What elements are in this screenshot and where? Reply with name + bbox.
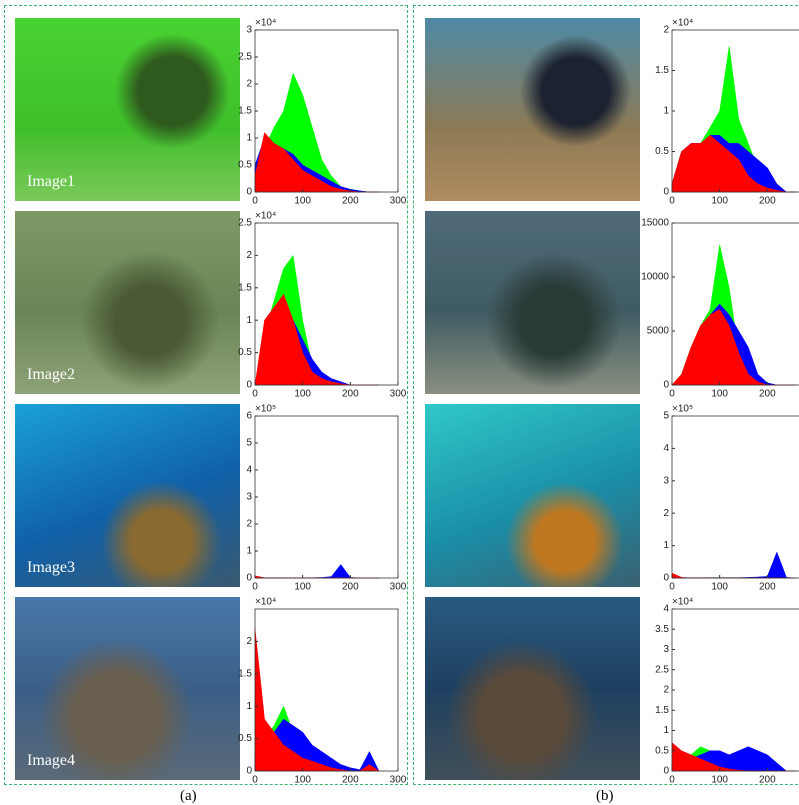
y-tick-label: 2	[246, 79, 252, 90]
x-tick-label: 200	[759, 389, 776, 400]
y-scale-label: ×10⁴	[672, 18, 693, 29]
y-tick-label: 1.5	[238, 106, 252, 117]
y-tick-label: 3	[246, 25, 252, 36]
y-tick-label: 1	[246, 546, 252, 557]
y-tick-label: 4	[246, 465, 252, 476]
plot-area	[672, 609, 799, 771]
y-tick-label: 1.5	[655, 705, 669, 716]
y-tick-label: 2	[663, 685, 669, 696]
x-tick-label: 300	[390, 775, 407, 786]
y-tick-label: 3	[246, 492, 252, 503]
y-tick-label: 1	[663, 725, 669, 736]
y-scale-label: ×10⁵	[255, 404, 276, 415]
x-tick-label: 200	[759, 582, 776, 593]
x-tick-label: 100	[711, 775, 728, 786]
x-tick-label: 0	[669, 582, 675, 593]
y-scale-label: ×10⁵	[672, 404, 693, 415]
y-tick-label: 5	[246, 438, 252, 449]
x-tick-label: 200	[342, 775, 359, 786]
y-tick-label: 0.5	[655, 146, 669, 157]
y-tick-label: 2	[246, 519, 252, 530]
y-tick-label: 2.5	[238, 218, 252, 229]
y-tick-label: 2.5	[655, 664, 669, 675]
x-tick-label: 300	[390, 582, 407, 593]
y-tick-label: 1	[246, 701, 252, 712]
y-tick-label: 1	[246, 315, 252, 326]
x-tick-label: 0	[252, 582, 258, 593]
y-tick-label: 2.5	[238, 52, 252, 63]
x-tick-label: 200	[759, 196, 776, 207]
x-tick-label: 200	[759, 775, 776, 786]
y-tick-label: 1.5	[655, 65, 669, 76]
charts: 00.511.522.530100200300×10⁴00.511.520100…	[0, 0, 799, 805]
x-tick-label: 300	[390, 389, 407, 400]
x-tick-label: 0	[669, 775, 675, 786]
y-tick-label: 1.5	[238, 282, 252, 293]
y-tick-label: 1	[663, 106, 669, 117]
y-scale-label: ×10⁴	[255, 597, 276, 608]
y-tick-label: 2	[246, 250, 252, 261]
y-tick-label: 10000	[641, 272, 669, 283]
y-tick-label: 1	[246, 133, 252, 144]
x-tick-label: 200	[342, 389, 359, 400]
x-tick-label: 0	[252, 775, 258, 786]
y-tick-label: 3.5	[655, 624, 669, 635]
x-tick-label: 0	[669, 389, 675, 400]
y-tick-label: 2	[246, 636, 252, 647]
y-tick-label: 6	[246, 411, 252, 422]
x-tick-label: 200	[342, 582, 359, 593]
y-tick-label: 2	[663, 25, 669, 36]
x-tick-label: 100	[294, 775, 311, 786]
y-tick-label: 15000	[641, 218, 669, 229]
x-tick-label: 200	[342, 196, 359, 207]
x-tick-label: 0	[252, 389, 258, 400]
y-scale-label: ×10⁴	[255, 18, 276, 29]
y-tick-label: 3	[663, 475, 669, 486]
x-tick-label: 100	[711, 389, 728, 400]
x-tick-label: 100	[711, 196, 728, 207]
plot-area	[672, 416, 799, 578]
plot-area	[255, 416, 398, 578]
x-tick-label: 100	[294, 196, 311, 207]
x-tick-label: 100	[711, 582, 728, 593]
x-tick-label: 100	[294, 389, 311, 400]
y-scale-label: ×10⁴	[672, 597, 693, 608]
y-tick-label: 0.5	[655, 745, 669, 756]
y-tick-label: 0.5	[238, 733, 252, 744]
y-tick-label: 1	[663, 540, 669, 551]
y-tick-label: 4	[663, 604, 669, 615]
y-tick-label: 3	[663, 644, 669, 655]
x-tick-label: 0	[669, 196, 675, 207]
x-tick-label: 300	[390, 196, 407, 207]
figure: Image1 Image2 Image3 Image4 (a) (b) 00.5…	[0, 0, 799, 805]
x-tick-label: 100	[294, 582, 311, 593]
y-scale-label: ×10⁴	[255, 211, 276, 222]
y-tick-label: 1.5	[238, 668, 252, 679]
x-tick-label: 0	[252, 196, 258, 207]
y-tick-label: 4	[663, 443, 669, 454]
y-tick-label: 5	[663, 411, 669, 422]
y-tick-label: 2	[663, 508, 669, 519]
y-tick-label: 0.5	[238, 160, 252, 171]
y-tick-label: 0.5	[238, 347, 252, 358]
y-tick-label: 5000	[647, 326, 670, 337]
